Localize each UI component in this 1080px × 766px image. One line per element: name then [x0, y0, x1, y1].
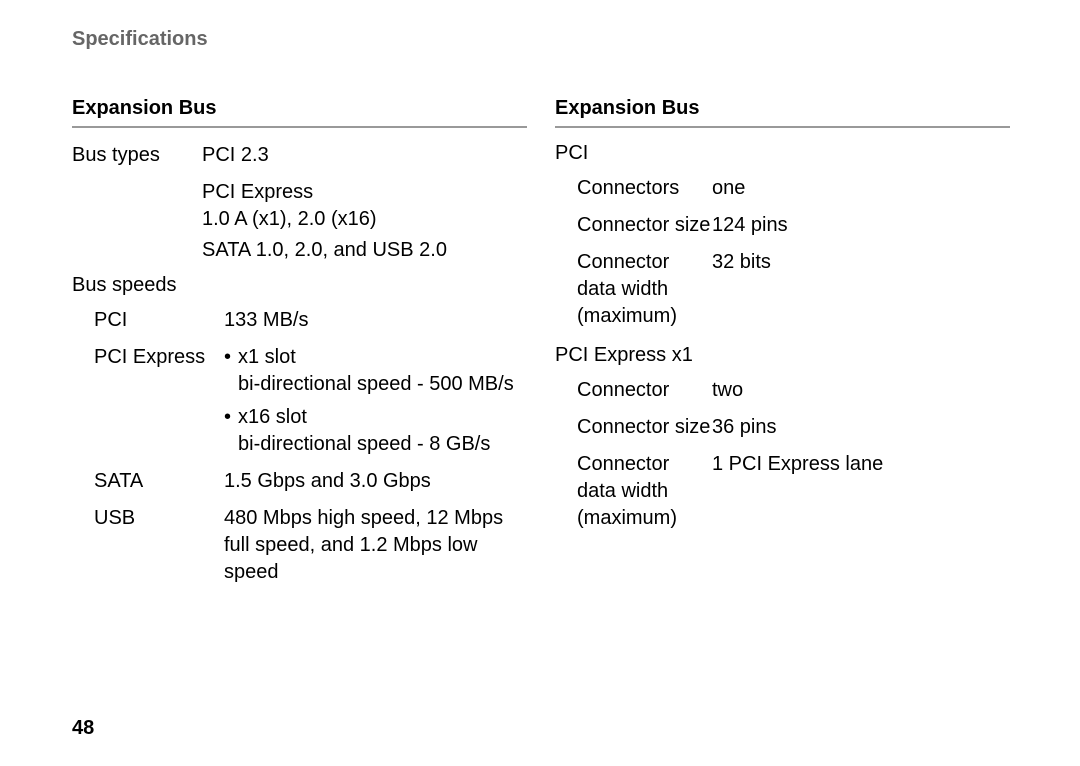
row-pci-connectors: Connectors one [555, 175, 1010, 202]
pcie-bullet-2a: x16 slot [238, 404, 490, 431]
pciex1-connector-label: Connector [555, 377, 712, 404]
pci-subhead: PCI [555, 142, 1010, 165]
speed-usb-value: 480 Mbps high speed, 12 Mbps full speed,… [224, 505, 527, 586]
bus-types-value-2b: 1.0 A (x1), 2.0 (x16) [202, 206, 527, 233]
row-pci-connector-size: Connector size 124 pins [555, 212, 1010, 239]
speed-pci-label: PCI [72, 307, 224, 334]
speed-sata-value: 1.5 Gbps and 3.0 Gbps [224, 468, 527, 495]
bus-types-value-3: SATA 1.0, 2.0, and USB 2.0 [202, 237, 527, 264]
speed-sata-label: SATA [72, 468, 224, 495]
bus-types-label: Bus types [72, 142, 202, 169]
pciex1-data-width-label: Connector data width (maximum) [555, 451, 712, 532]
pcie-bullet-1: • x1 slot bi-directional speed - 500 MB/… [224, 344, 527, 398]
pciex1-connector-value: two [712, 377, 1010, 404]
row-pci-data-width: Connector data width (maximum) 32 bits [555, 249, 1010, 330]
pciex1-data-width-value: 1 PCI Express lane [712, 451, 1010, 478]
page: Specifications Expansion Bus Bus types P… [0, 0, 1080, 766]
right-section-title: Expansion Bus [555, 97, 1010, 128]
page-header: Specifications [72, 28, 1010, 51]
columns: Expansion Bus Bus types PCI 2.3 PCI Expr… [72, 97, 1010, 596]
pciex1-connector-size-value: 36 pins [712, 414, 1010, 441]
bullet-icon: • [224, 404, 238, 431]
pci-connectors-label: Connectors [555, 175, 712, 202]
row-pciex1-connector-size: Connector size 36 pins [555, 414, 1010, 441]
row-pciex1-connector: Connector two [555, 377, 1010, 404]
speed-usb-label: USB [72, 505, 224, 532]
pci-connector-size-label: Connector size [555, 212, 712, 239]
bullet-icon: • [224, 344, 238, 371]
pcie-bullet-1b: bi-directional speed - 500 MB/s [238, 371, 514, 398]
pciex1-connector-size-label: Connector size [555, 414, 712, 441]
row-speed-sata: SATA 1.5 Gbps and 3.0 Gbps [72, 468, 527, 495]
row-speed-pci: PCI 133 MB/s [72, 307, 527, 334]
page-number: 48 [72, 717, 94, 740]
pci-connector-size-value: 124 pins [712, 212, 1010, 239]
bus-types-value-2a: PCI Express [202, 179, 527, 206]
row-speed-usb: USB 480 Mbps high speed, 12 Mbps full sp… [72, 505, 527, 586]
speed-pcie-label: PCI Express [72, 344, 224, 371]
pci-data-width-value: 32 bits [712, 249, 1010, 276]
left-section-title: Expansion Bus [72, 97, 527, 128]
pcie-bullet-1a: x1 slot [238, 344, 514, 371]
row-pciex1-data-width: Connector data width (maximum) 1 PCI Exp… [555, 451, 1010, 532]
pcie-bullet-2: • x16 slot bi-directional speed - 8 GB/s [224, 404, 527, 458]
pci-data-width-label: Connector data width (maximum) [555, 249, 712, 330]
row-speed-pcie: PCI Express • x1 slot bi-directional spe… [72, 344, 527, 458]
pci-connectors-value: one [712, 175, 1010, 202]
pciex1-subhead: PCI Express x1 [555, 344, 1010, 367]
bus-speeds-label: Bus speeds [72, 274, 527, 297]
pcie-bullet-2b: bi-directional speed - 8 GB/s [238, 431, 490, 458]
row-bus-types-1: Bus types PCI 2.3 [72, 142, 527, 169]
bus-types-value-1: PCI 2.3 [202, 142, 527, 169]
left-column: Expansion Bus Bus types PCI 2.3 PCI Expr… [72, 97, 527, 596]
row-bus-types-3: SATA 1.0, 2.0, and USB 2.0 [72, 237, 527, 264]
right-column: Expansion Bus PCI Connectors one Connect… [555, 97, 1010, 596]
row-bus-types-2: PCI Express 1.0 A (x1), 2.0 (x16) [72, 179, 527, 233]
speed-pci-value: 133 MB/s [224, 307, 527, 334]
